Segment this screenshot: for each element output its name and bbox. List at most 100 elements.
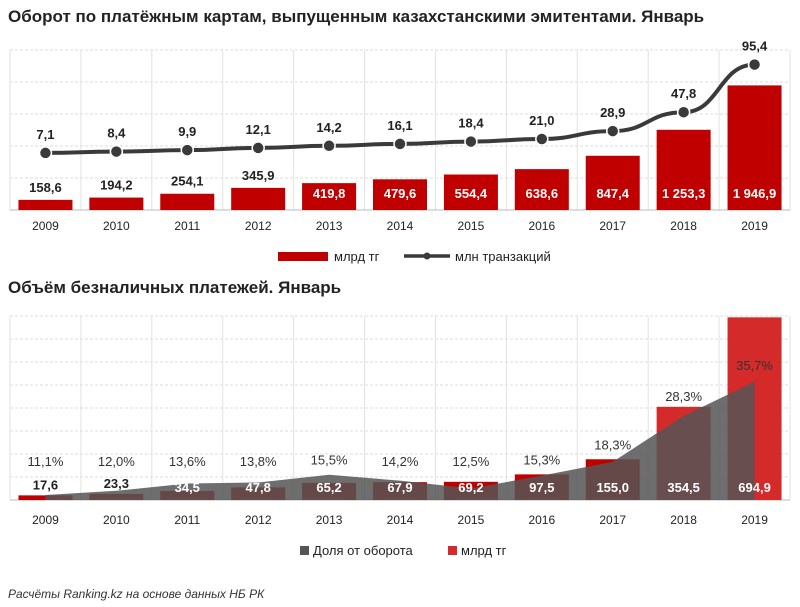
x-tick-2013: 2013: [316, 513, 343, 527]
bar-label-2011: 254,1: [171, 174, 204, 189]
bar-label-2019: 1 946,9: [733, 186, 776, 201]
x-tick-2012: 2012: [245, 219, 272, 233]
line-point-2019: [747, 57, 762, 72]
x-tick-2018: 2018: [670, 513, 697, 527]
bar-label-2015: 69,2: [458, 480, 483, 495]
line-point-2015: [464, 134, 478, 149]
bar-label-2017: 847,4: [596, 186, 629, 201]
bar-label-2010: 194,2: [100, 178, 133, 193]
bar-2012: [231, 187, 286, 210]
x-tick-2019: 2019: [741, 513, 768, 527]
bar-2017: [585, 155, 640, 210]
line-point-2012: [251, 141, 265, 155]
x-tick-2013: 2013: [316, 219, 343, 233]
line-label-2012: 12,1: [246, 122, 271, 137]
line-label-2017: 28,9: [600, 105, 625, 120]
line-point-2013: [322, 139, 336, 153]
share-label-2013: 15,5%: [311, 453, 348, 468]
bar-label-2009: 17,6: [33, 477, 58, 492]
x-tick-2009: 2009: [32, 513, 59, 527]
share-label-2014: 14,2%: [382, 454, 419, 469]
x-tick-2019: 2019: [741, 219, 768, 233]
share-label-2019: 35,7%: [736, 358, 773, 373]
bar-2014: [373, 179, 427, 210]
bar-label-2016: 97,5: [529, 480, 554, 495]
line-point-2017: [605, 124, 620, 138]
x-tick-2011: 2011: [174, 513, 200, 527]
share-label-2016: 15,3%: [523, 452, 560, 467]
legend-swatch-area: [300, 546, 309, 555]
share-label-2011: 13,6%: [169, 454, 206, 469]
x-tick-2016: 2016: [528, 513, 555, 527]
bar-label-2012: 47,8: [246, 480, 271, 495]
x-tick-2016: 2016: [528, 219, 555, 233]
share-label-2015: 12,5%: [452, 454, 489, 469]
bar-label-2019: 694,9: [738, 480, 771, 495]
share-label-2010: 12,0%: [98, 454, 135, 469]
bar-2019: [727, 85, 782, 210]
share-label-2012: 13,8%: [240, 454, 277, 469]
line-point-2014: [393, 137, 407, 151]
line-label-2015: 18,4: [458, 116, 484, 131]
chart2-title: Объём безналичных платежей. Январь: [8, 278, 341, 297]
x-tick-2017: 2017: [599, 513, 626, 527]
bar-label-2016: 638,6: [526, 186, 559, 201]
bar-label-2013: 419,8: [313, 186, 346, 201]
x-tick-2015: 2015: [458, 513, 485, 527]
line-label-2016: 21,0: [529, 113, 554, 128]
bar-2013: [302, 183, 357, 210]
x-tick-2009: 2009: [32, 219, 59, 233]
bar-label-2017: 155,0: [596, 480, 629, 495]
chart1-title: Оборот по платёжным картам, выпущенным к…: [8, 7, 704, 26]
bar-2010: [89, 197, 144, 210]
x-tick-2011: 2011: [174, 219, 200, 233]
share-area: [45, 381, 755, 500]
x-tick-2012: 2012: [245, 513, 272, 527]
bar-label-2015: 554,4: [455, 186, 488, 201]
bar-2016: [514, 169, 569, 210]
line-point-2010: [109, 144, 124, 159]
x-tick-2017: 2017: [599, 219, 626, 233]
bar-label-2013: 65,2: [316, 480, 341, 495]
bar-label-2009: 158,6: [29, 180, 62, 195]
line-label-2009: 7,1: [36, 127, 54, 142]
legend-label-area: Доля от оборота: [313, 543, 414, 558]
x-tick-2010: 2010: [103, 219, 130, 233]
bar-label-2012: 345,9: [242, 168, 275, 183]
line-label-2013: 14,2: [316, 120, 341, 135]
bar-label-2014: 479,6: [384, 186, 417, 201]
line-point-2011: [180, 143, 195, 157]
legend-swatch-bar: [278, 252, 328, 261]
share-label-2009: 11,1%: [28, 454, 64, 469]
x-tick-2010: 2010: [103, 513, 130, 527]
line-point-2009: [38, 146, 53, 160]
legend-label-bar: млрд тг: [461, 543, 507, 558]
bar-2011: [160, 193, 215, 210]
x-tick-2014: 2014: [387, 513, 414, 527]
bar-label-2010: 23,3: [104, 476, 129, 491]
legend-label-line: млн транзакций: [455, 249, 551, 264]
line-label-2018: 47,8: [671, 86, 696, 101]
bar-2018: [656, 129, 711, 210]
legend-swatch-bar: [448, 546, 457, 555]
share-label-2017: 18,3%: [594, 437, 631, 452]
bar-label-2018: 1 253,3: [662, 186, 705, 201]
line-point-2018: [676, 105, 691, 119]
line-label-2019: 95,4: [742, 39, 768, 54]
x-tick-2014: 2014: [387, 219, 414, 233]
bar-label-2014: 67,9: [387, 480, 412, 495]
line-label-2014: 16,1: [387, 118, 412, 133]
line-label-2010: 8,4: [107, 126, 126, 141]
line-point-2016: [535, 132, 549, 146]
legend-marker-line: [423, 252, 431, 260]
x-tick-2018: 2018: [670, 219, 697, 233]
bar-2015: [443, 174, 498, 210]
source-note: Расчёты Ranking.kz на основе данных НБ Р…: [8, 587, 265, 601]
legend-label-bar: млрд тг: [334, 249, 380, 264]
x-tick-2015: 2015: [458, 219, 485, 233]
bar-label-2018: 354,5: [667, 480, 700, 495]
share-label-2018: 28,3%: [665, 389, 702, 404]
bar-label-2011: 34,5: [175, 480, 200, 495]
